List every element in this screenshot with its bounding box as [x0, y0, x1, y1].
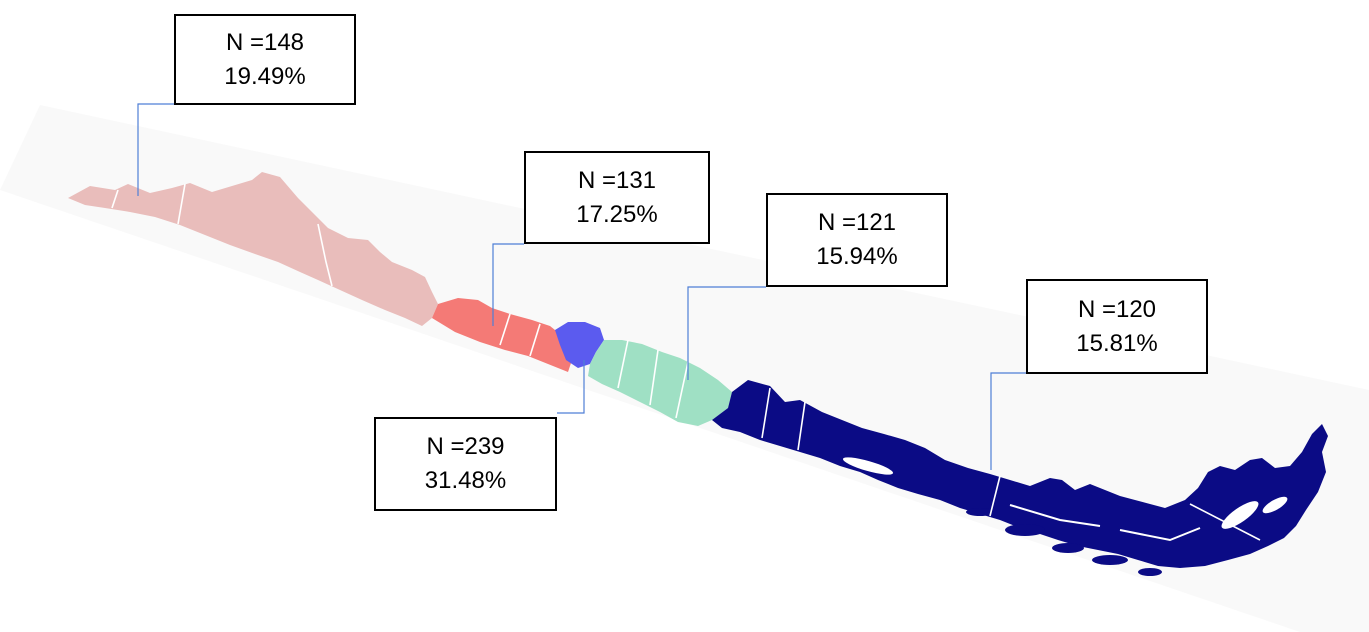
leader-line-metropolitan: [557, 360, 585, 414]
callout-north-central: N =131 17.25%: [524, 151, 710, 244]
leader-line-south: [990, 372, 1026, 470]
border-3: [317, 223, 333, 287]
region-north-central[interactable]: [432, 298, 572, 372]
island-1: [1005, 524, 1045, 536]
callout-metropolitan-percent: 31.48%: [424, 467, 507, 494]
callout-north-percent: 19.49%: [224, 62, 306, 90]
island-5: [1138, 568, 1162, 576]
island-4: [966, 508, 994, 516]
region-metropolitan[interactable]: [555, 322, 604, 368]
southern-islands: [966, 508, 1162, 576]
callout-north-count: N =148: [225, 28, 305, 56]
province-borders: [111, 183, 1261, 541]
region-north[interactable]: [68, 172, 438, 326]
callout-south-central-count: N =121: [817, 209, 897, 236]
callout-metropolitan: N =239 31.48%: [374, 417, 557, 511]
border-11: [989, 475, 1001, 517]
border-10: [797, 401, 806, 451]
leader-line-south-central: [687, 286, 766, 380]
border-7: [649, 349, 659, 406]
southern-inlets: [842, 457, 1288, 542]
callout-north: N =148 19.49%: [174, 14, 356, 105]
border-9: [761, 387, 771, 439]
callout-south-central: N =121 15.94%: [766, 193, 948, 287]
leader-line-north-central: [492, 243, 524, 326]
callout-south-percent: 15.81%: [1076, 329, 1158, 357]
inlet-2: [1221, 501, 1259, 529]
border-2: [177, 183, 186, 225]
border-12: [1189, 503, 1261, 541]
inlet-1: [842, 457, 894, 475]
island-3: [1092, 555, 1128, 565]
border-6: [617, 339, 629, 389]
inlet-4: [1009, 504, 1101, 527]
leader-lines: [137, 103, 1026, 470]
callout-south-count: N =120: [1077, 295, 1157, 323]
leader-line-north: [137, 103, 174, 196]
inlet-3: [1262, 496, 1288, 514]
callout-north-central-count: N =131: [577, 166, 657, 194]
callout-south-central-percent: 15.94%: [816, 243, 898, 270]
border-8: [675, 361, 689, 419]
border-1: [111, 189, 119, 209]
region-south[interactable]: [712, 380, 1328, 568]
border-5: [529, 323, 541, 357]
callout-south: N =120 15.81%: [1026, 279, 1208, 374]
callout-metropolitan-count: N =239: [426, 433, 505, 460]
inlet-5: [1119, 527, 1201, 542]
callout-north-central-percent: 17.25%: [576, 200, 658, 228]
island-2: [1052, 543, 1084, 553]
border-4: [499, 313, 511, 346]
